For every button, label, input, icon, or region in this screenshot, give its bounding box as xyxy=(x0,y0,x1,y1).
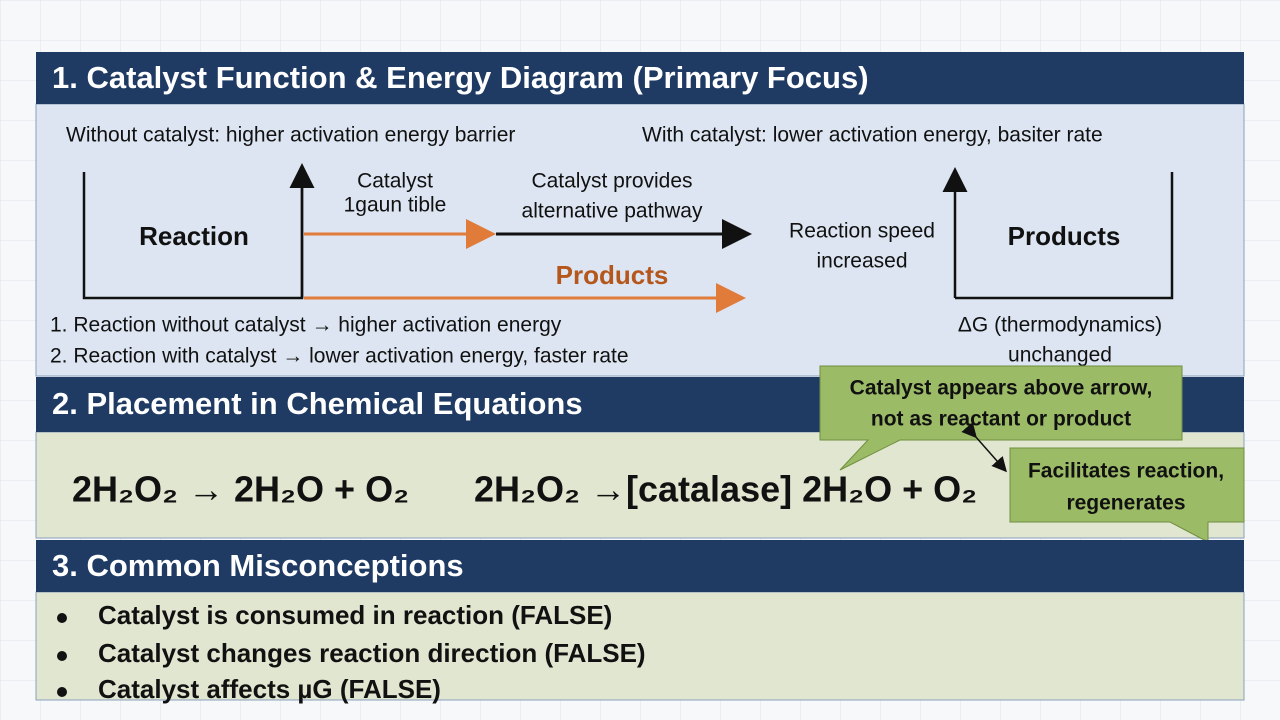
box-label: Products xyxy=(1008,221,1121,251)
section-title: 1. Catalyst Function & Energy Diagram (P… xyxy=(52,60,869,95)
note: 2. Reaction with catalyst → lower activa… xyxy=(50,345,629,368)
section-1-body xyxy=(35,103,1245,377)
callout xyxy=(819,365,1183,471)
label: 1gaun tible xyxy=(344,194,447,217)
equation: 2H₂O₂ → 2H₂O + O₂ xyxy=(72,469,409,510)
box-label: Reaction xyxy=(139,221,249,251)
bullet xyxy=(57,651,67,661)
bullet xyxy=(57,687,67,697)
connector xyxy=(961,422,1007,473)
section-1-header xyxy=(36,52,1244,104)
list-item: Catalyst is consumed in reaction (FALSE) xyxy=(98,600,612,630)
note: 1. Reaction without catalyst → higher ac… xyxy=(50,314,562,337)
label: unchanged xyxy=(1008,344,1112,367)
section-title: 3. Common Misconceptions xyxy=(52,548,464,583)
label: Products xyxy=(556,260,669,290)
label: Catalyst xyxy=(357,170,433,193)
label: Catalyst provides xyxy=(531,170,692,193)
callout-text: not as reactant or product xyxy=(871,408,1131,431)
label: With catalyst: lower activation energy, … xyxy=(642,124,1103,147)
label: ΔG (thermodynamics) xyxy=(958,314,1162,337)
callout xyxy=(1009,447,1245,543)
callout-text: regenerates xyxy=(1066,492,1185,515)
bullet xyxy=(57,613,67,623)
section-title: 2. Placement in Chemical Equations xyxy=(52,386,583,421)
list-item: Catalyst changes reaction direction (FAL… xyxy=(98,638,646,668)
label: Without catalyst: higher activation ener… xyxy=(66,124,515,147)
callout-text: Facilitates reaction, xyxy=(1028,460,1224,483)
section-3-body xyxy=(35,591,1245,701)
section-3-header xyxy=(36,540,1244,592)
list-item: Catalyst affects µG (FALSE) xyxy=(98,674,441,704)
equation: 2H₂O₂ →[catalase] 2H₂O + O₂ xyxy=(474,469,977,510)
label: increased xyxy=(816,250,907,273)
callout-text: Catalyst appears above arrow, xyxy=(850,377,1153,400)
label: alternative pathway xyxy=(522,200,703,223)
label: Reaction speed xyxy=(789,220,935,243)
products-well xyxy=(955,172,1174,300)
